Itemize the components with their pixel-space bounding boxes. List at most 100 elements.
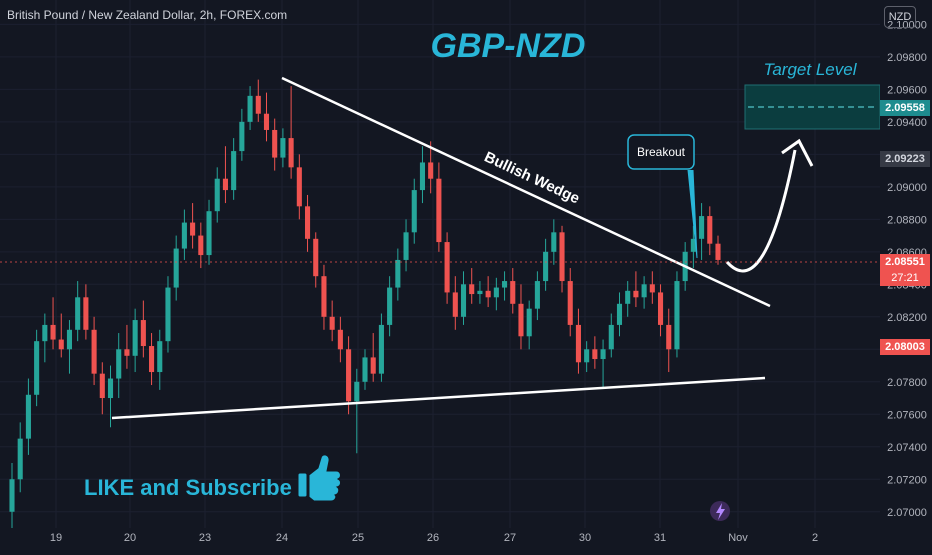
x-tick-label: 27 <box>504 532 516 544</box>
candle-body <box>452 292 458 317</box>
candle-body <box>354 381 360 402</box>
target-price-tag: 2.09558 <box>880 100 930 116</box>
candle-body <box>436 178 442 243</box>
candle-body <box>567 281 573 325</box>
candle-body <box>460 284 467 317</box>
candle-body <box>58 339 64 350</box>
y-tick-label: 2.08200 <box>887 312 927 324</box>
candle-body <box>378 324 384 374</box>
candle-body <box>280 138 286 158</box>
candle-body <box>124 349 130 356</box>
candle-body <box>715 243 721 260</box>
y-tick-label: 2.09400 <box>887 117 927 129</box>
candle-body <box>616 303 623 325</box>
candle-body <box>600 349 606 360</box>
candle-body <box>444 242 450 293</box>
y-tick-label: 2.08800 <box>887 214 927 226</box>
candle-body <box>666 324 672 350</box>
currency-button[interactable]: NZD <box>884 6 916 28</box>
candle-body <box>231 151 237 191</box>
candle-body <box>411 190 417 233</box>
x-tick-label: 26 <box>427 532 439 544</box>
wedge-lower-trendline <box>111 376 766 420</box>
candle-body <box>674 281 680 350</box>
candle-body <box>272 129 278 158</box>
candle-body <box>584 349 590 363</box>
candle-body <box>633 290 639 298</box>
y-tick-label: 2.07600 <box>887 409 927 421</box>
candle-body <box>206 211 212 256</box>
y-tick-label: 2.08600 <box>887 247 927 259</box>
candle-body <box>17 438 23 480</box>
candle-body <box>419 162 426 191</box>
y-tick-label: 2.09800 <box>887 52 927 64</box>
candle-body <box>469 284 475 295</box>
candle-body <box>395 259 401 288</box>
candle-body <box>370 357 376 374</box>
thumbs-up-icon <box>297 454 341 502</box>
candle-body <box>288 138 294 168</box>
candle-body <box>132 320 138 356</box>
candle-body <box>165 287 171 342</box>
candle-body <box>50 324 56 340</box>
candle-body <box>387 287 393 325</box>
candle-body <box>485 290 491 298</box>
candle-body <box>477 290 483 295</box>
candle-body <box>247 95 253 122</box>
y-tick-label: 2.07200 <box>887 474 927 486</box>
x-axis: 19 20 23 24 25 26 27 30 31 Nov 2 <box>50 532 818 544</box>
lightning-icon <box>716 503 725 520</box>
breakout-callout <box>627 134 695 170</box>
x-tick-label: 23 <box>199 532 211 544</box>
y-tick-label: 2.09000 <box>887 182 927 194</box>
candle-body <box>551 232 557 252</box>
candle-body <box>625 290 631 304</box>
candle-body <box>403 232 409 260</box>
current-price-tag: 2.08551 <box>880 254 930 270</box>
candle-body <box>140 320 146 347</box>
candle-body <box>181 222 187 249</box>
candle-body <box>42 324 48 342</box>
candle-body <box>493 287 499 298</box>
candle-body <box>116 349 122 379</box>
candle-body <box>66 329 73 350</box>
x-tick-label: 30 <box>579 532 591 544</box>
y-tick-label: 2.07800 <box>887 377 927 389</box>
projection-arrow <box>725 149 797 273</box>
candle-body <box>502 281 508 288</box>
x-tick-label: 25 <box>352 532 364 544</box>
candle-body <box>34 341 40 395</box>
candle-body <box>337 329 343 350</box>
candle-body <box>329 316 335 330</box>
candle-body <box>296 167 302 207</box>
candle-body <box>518 303 524 337</box>
low-price-tag: 2.08003 <box>880 339 930 355</box>
candle-body <box>649 284 655 293</box>
candle-body <box>608 324 614 350</box>
candle-body <box>107 378 114 399</box>
candle-body <box>641 284 647 298</box>
candle-body <box>91 329 97 374</box>
y-tick-label: 2.10000 <box>887 19 927 31</box>
candle-body <box>699 216 705 239</box>
candle-body <box>510 281 516 304</box>
candle-body <box>149 346 155 373</box>
candle-body <box>526 308 532 337</box>
x-tick-label: 2 <box>812 532 818 544</box>
candle-body <box>592 349 598 360</box>
y-tick-label: 2.07400 <box>887 442 927 454</box>
candle-body <box>657 292 664 325</box>
candle-body <box>575 324 581 363</box>
candle-body <box>263 113 270 130</box>
candle-body <box>559 232 565 282</box>
target-level-label: Target Level <box>764 60 858 79</box>
candle-body <box>304 206 311 239</box>
candles <box>9 79 721 528</box>
candle-body <box>690 238 696 252</box>
candle-body <box>99 373 105 399</box>
candle-body <box>707 216 713 244</box>
projection-arrow-head <box>781 138 814 167</box>
wedge-upper-trendline <box>281 76 771 308</box>
